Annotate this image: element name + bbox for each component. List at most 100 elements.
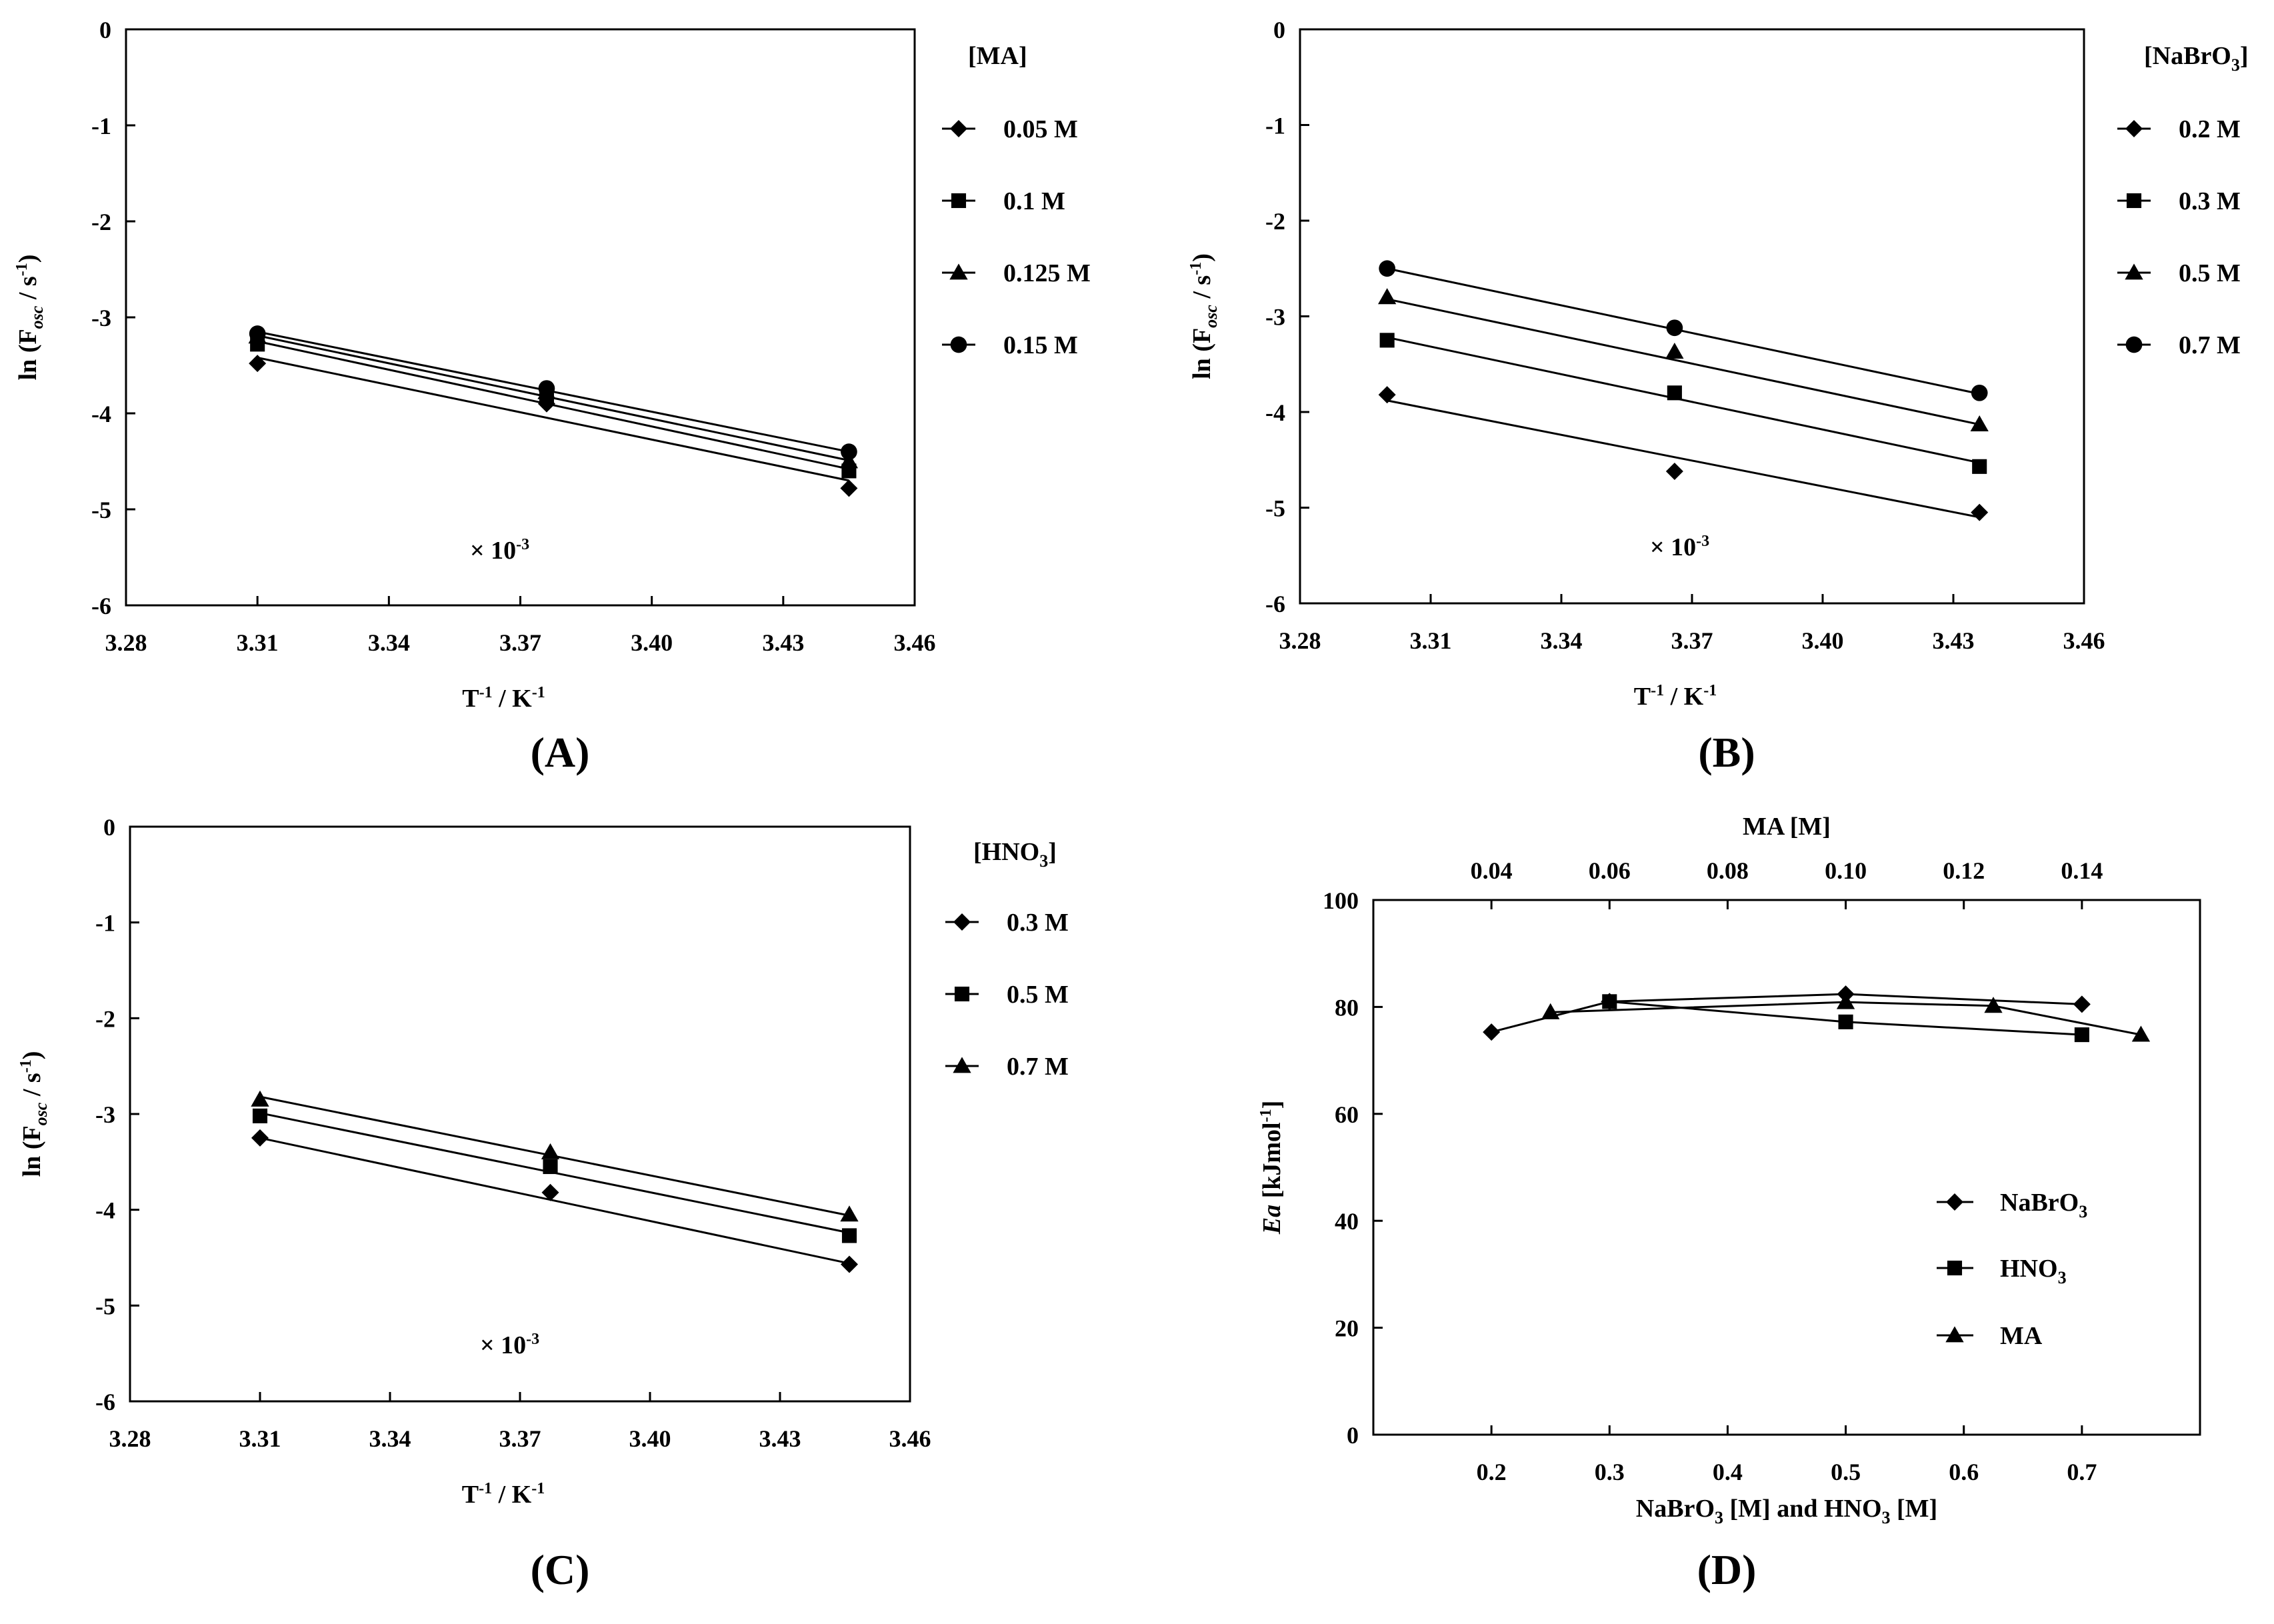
x-axis-label: T-1 / K-1 [462,684,545,713]
text-part: ) [1188,253,1216,262]
legend-marker-triangle [1945,1326,1964,1343]
x-axis-label-sup: -1 [479,684,493,701]
text-part: 3 [1039,851,1048,871]
top-x-tick-label: 0.10 [1825,857,1867,884]
x-tick-label: 3.34 [1541,627,1583,654]
y-axis-label-sup: -1 [13,263,31,276]
data-point-square [252,1108,268,1123]
series-line [1550,1001,2141,1036]
data-point-triangle [839,452,859,469]
legend-label: HNO3 [2000,1255,2067,1287]
data-point-triangle [541,1143,560,1159]
y-axis-label: Ea [kJmol-1] [1257,1101,1286,1235]
x-tick-label: 3.31 [237,629,279,656]
data-point-triangle [1378,288,1397,305]
data-point-triangle [840,1205,859,1222]
text-part: -3 [526,1331,539,1348]
data-point-square [841,1228,857,1243]
x-tick-label: 3.31 [239,1425,281,1452]
y-tick-label: -4 [1265,399,1285,426]
legend-marker-square [2126,193,2142,209]
text-part: ln (F [18,1125,46,1177]
fit-line [259,1137,850,1265]
y-axis-label-sub: osc [27,305,47,329]
legend-label: 0.5 M [2179,259,2241,287]
text-part: Ea [1258,1205,1286,1235]
text-part: ln (F [14,329,42,380]
text-part: [M] [1891,1495,1938,1523]
y-tick-label: 0 [1273,17,1285,43]
x-tick-label: 3.34 [368,629,410,656]
legend-marker-square [951,193,967,209]
text-part: / s [1188,275,1216,305]
y-tick-label: -5 [1265,495,1285,522]
text-part: × [480,1331,495,1359]
x-tick-label: 3.28 [105,629,147,656]
x-tick-label: 3.40 [631,629,673,656]
y-axis-label: ln (Fosc / s-1) [17,1051,51,1177]
data-point-square [543,1159,558,1175]
top-x-axis-label: MA [M] [1743,813,1831,841]
text-part: / K [1664,683,1704,711]
data-point-square [1667,385,1682,401]
x-tick-label: 3.37 [499,1425,541,1452]
x-tick-label: 3.34 [369,1425,411,1452]
text-part: 10 [1665,533,1697,561]
x-axis-label-sup: -1 [479,1480,492,1497]
data-point-triangle [251,1090,269,1107]
top-x-tick-label: 0.04 [1471,857,1513,884]
top-x-tick-label: 0.14 [2061,857,2103,884]
legend-marker-circle [950,336,967,353]
y-tick-label: 0 [1347,1422,1359,1449]
legend-marker-square [954,986,970,1002]
data-point-square [2074,1027,2089,1043]
y-axis-label: ln (Fosc / s-1) [13,255,47,381]
data-point-circle [538,380,555,397]
text-part: [M] and HNO [1723,1495,1882,1523]
x-tick-label: 3.46 [894,629,936,656]
x-axis-label-sup: -1 [1651,682,1664,699]
text-part: 3 [1882,1508,1891,1527]
x-axis-label-sup: -1 [532,684,545,701]
panel-label: (C) [531,1546,590,1593]
fit-line [257,357,849,482]
legend-marker-circle [2125,336,2143,353]
legend-marker-diamond [1946,1193,1963,1211]
x-tick-label: 0.7 [2067,1459,2097,1485]
text-part: NaBrO [1636,1495,1715,1523]
fit-line [1387,267,1980,395]
text-part: / s [14,276,42,305]
text-part: -1 [1257,1109,1275,1122]
plot-frame [129,825,911,1403]
text-part: [kJmol [1258,1122,1286,1205]
x-tick-label: 3.37 [1671,627,1713,654]
y-axis-label: ln (Fosc / s-1) [1187,253,1221,379]
y-tick-label: -3 [91,305,111,331]
legend-label: 0.2 M [2179,115,2241,143]
y-tick-label: 0 [103,814,115,841]
fit-line [257,340,849,470]
x-tick-label: 3.28 [109,1425,151,1452]
data-point-diamond [1483,1023,1501,1041]
y-tick-label: -1 [1265,113,1285,139]
top-x-tick-label: 0.12 [1943,857,1985,884]
legend-marker-triangle [2125,263,2143,280]
x-tick-label: 3.28 [1279,627,1321,654]
text-part: [HNO [973,838,1039,866]
data-point-diamond [1971,503,1989,521]
y-tick-label: 100 [1323,887,1359,914]
text-part: ln (F [1188,328,1216,379]
x-tick-label: 3.46 [2063,627,2105,654]
y-tick-label: -5 [91,497,111,523]
x-tick-label: 0.2 [1477,1459,1507,1485]
x-axis-label: NaBrO3 [M] and HNO3 [M] [1636,1495,1937,1527]
x-tick-label: 0.3 [1595,1459,1625,1485]
y-tick-label: -4 [95,1197,115,1224]
text-part: MA [2000,1322,2043,1350]
top-x-tick-label: 0.06 [1589,857,1631,884]
data-point-triangle [1541,1003,1560,1019]
legend-label: 0.05 M [1003,115,1078,143]
text-part: NaBrO [2000,1189,2079,1217]
legend-label: 0.5 M [1007,981,1069,1009]
text-part: 10 [485,537,517,565]
